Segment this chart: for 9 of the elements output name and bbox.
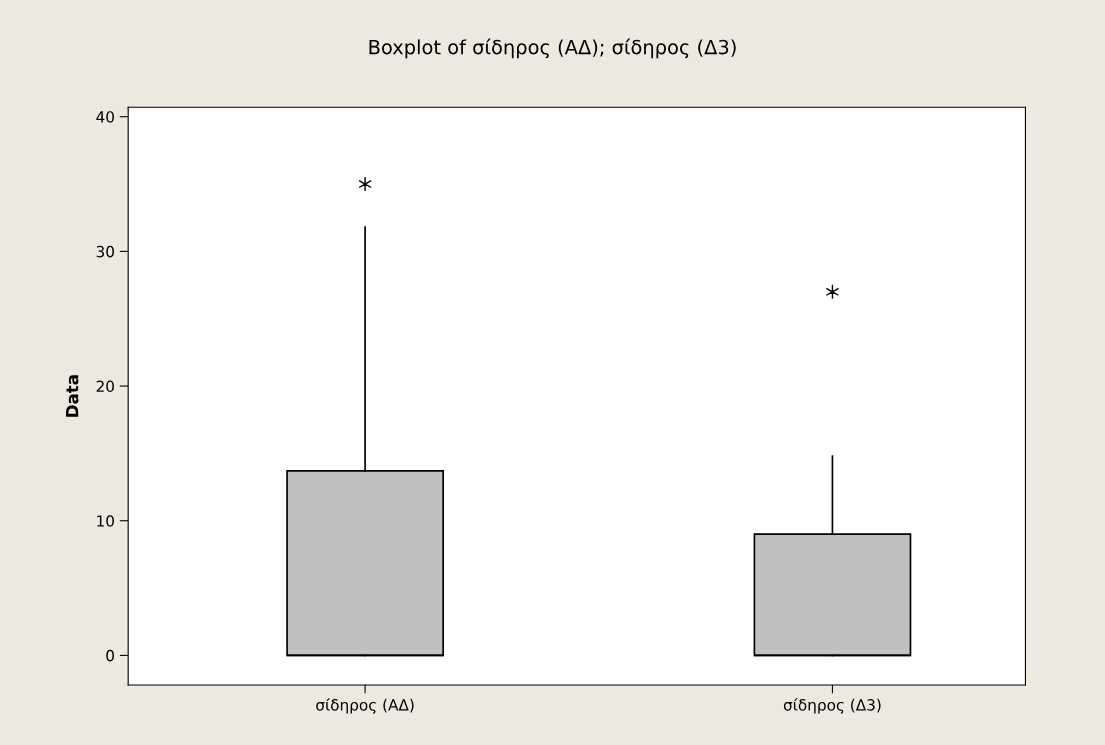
y-tick-label: 0 [106, 649, 114, 662]
y-tick-label: 20 [96, 380, 114, 393]
chart-title: Boxplot of σίδηρος (ΑΔ); σίδηρος (Δ3) [369, 38, 736, 59]
y-tick-label: 40 [96, 111, 114, 123]
x-tick-label: σίδηρος (Δ3) [783, 698, 881, 714]
x-tick-label: σίδηρος (ΑΔ) [316, 698, 414, 714]
y-tick-label: 30 [96, 245, 114, 258]
y-tick-label: 10 [97, 515, 114, 527]
y-axis-title: Data [66, 375, 79, 417]
